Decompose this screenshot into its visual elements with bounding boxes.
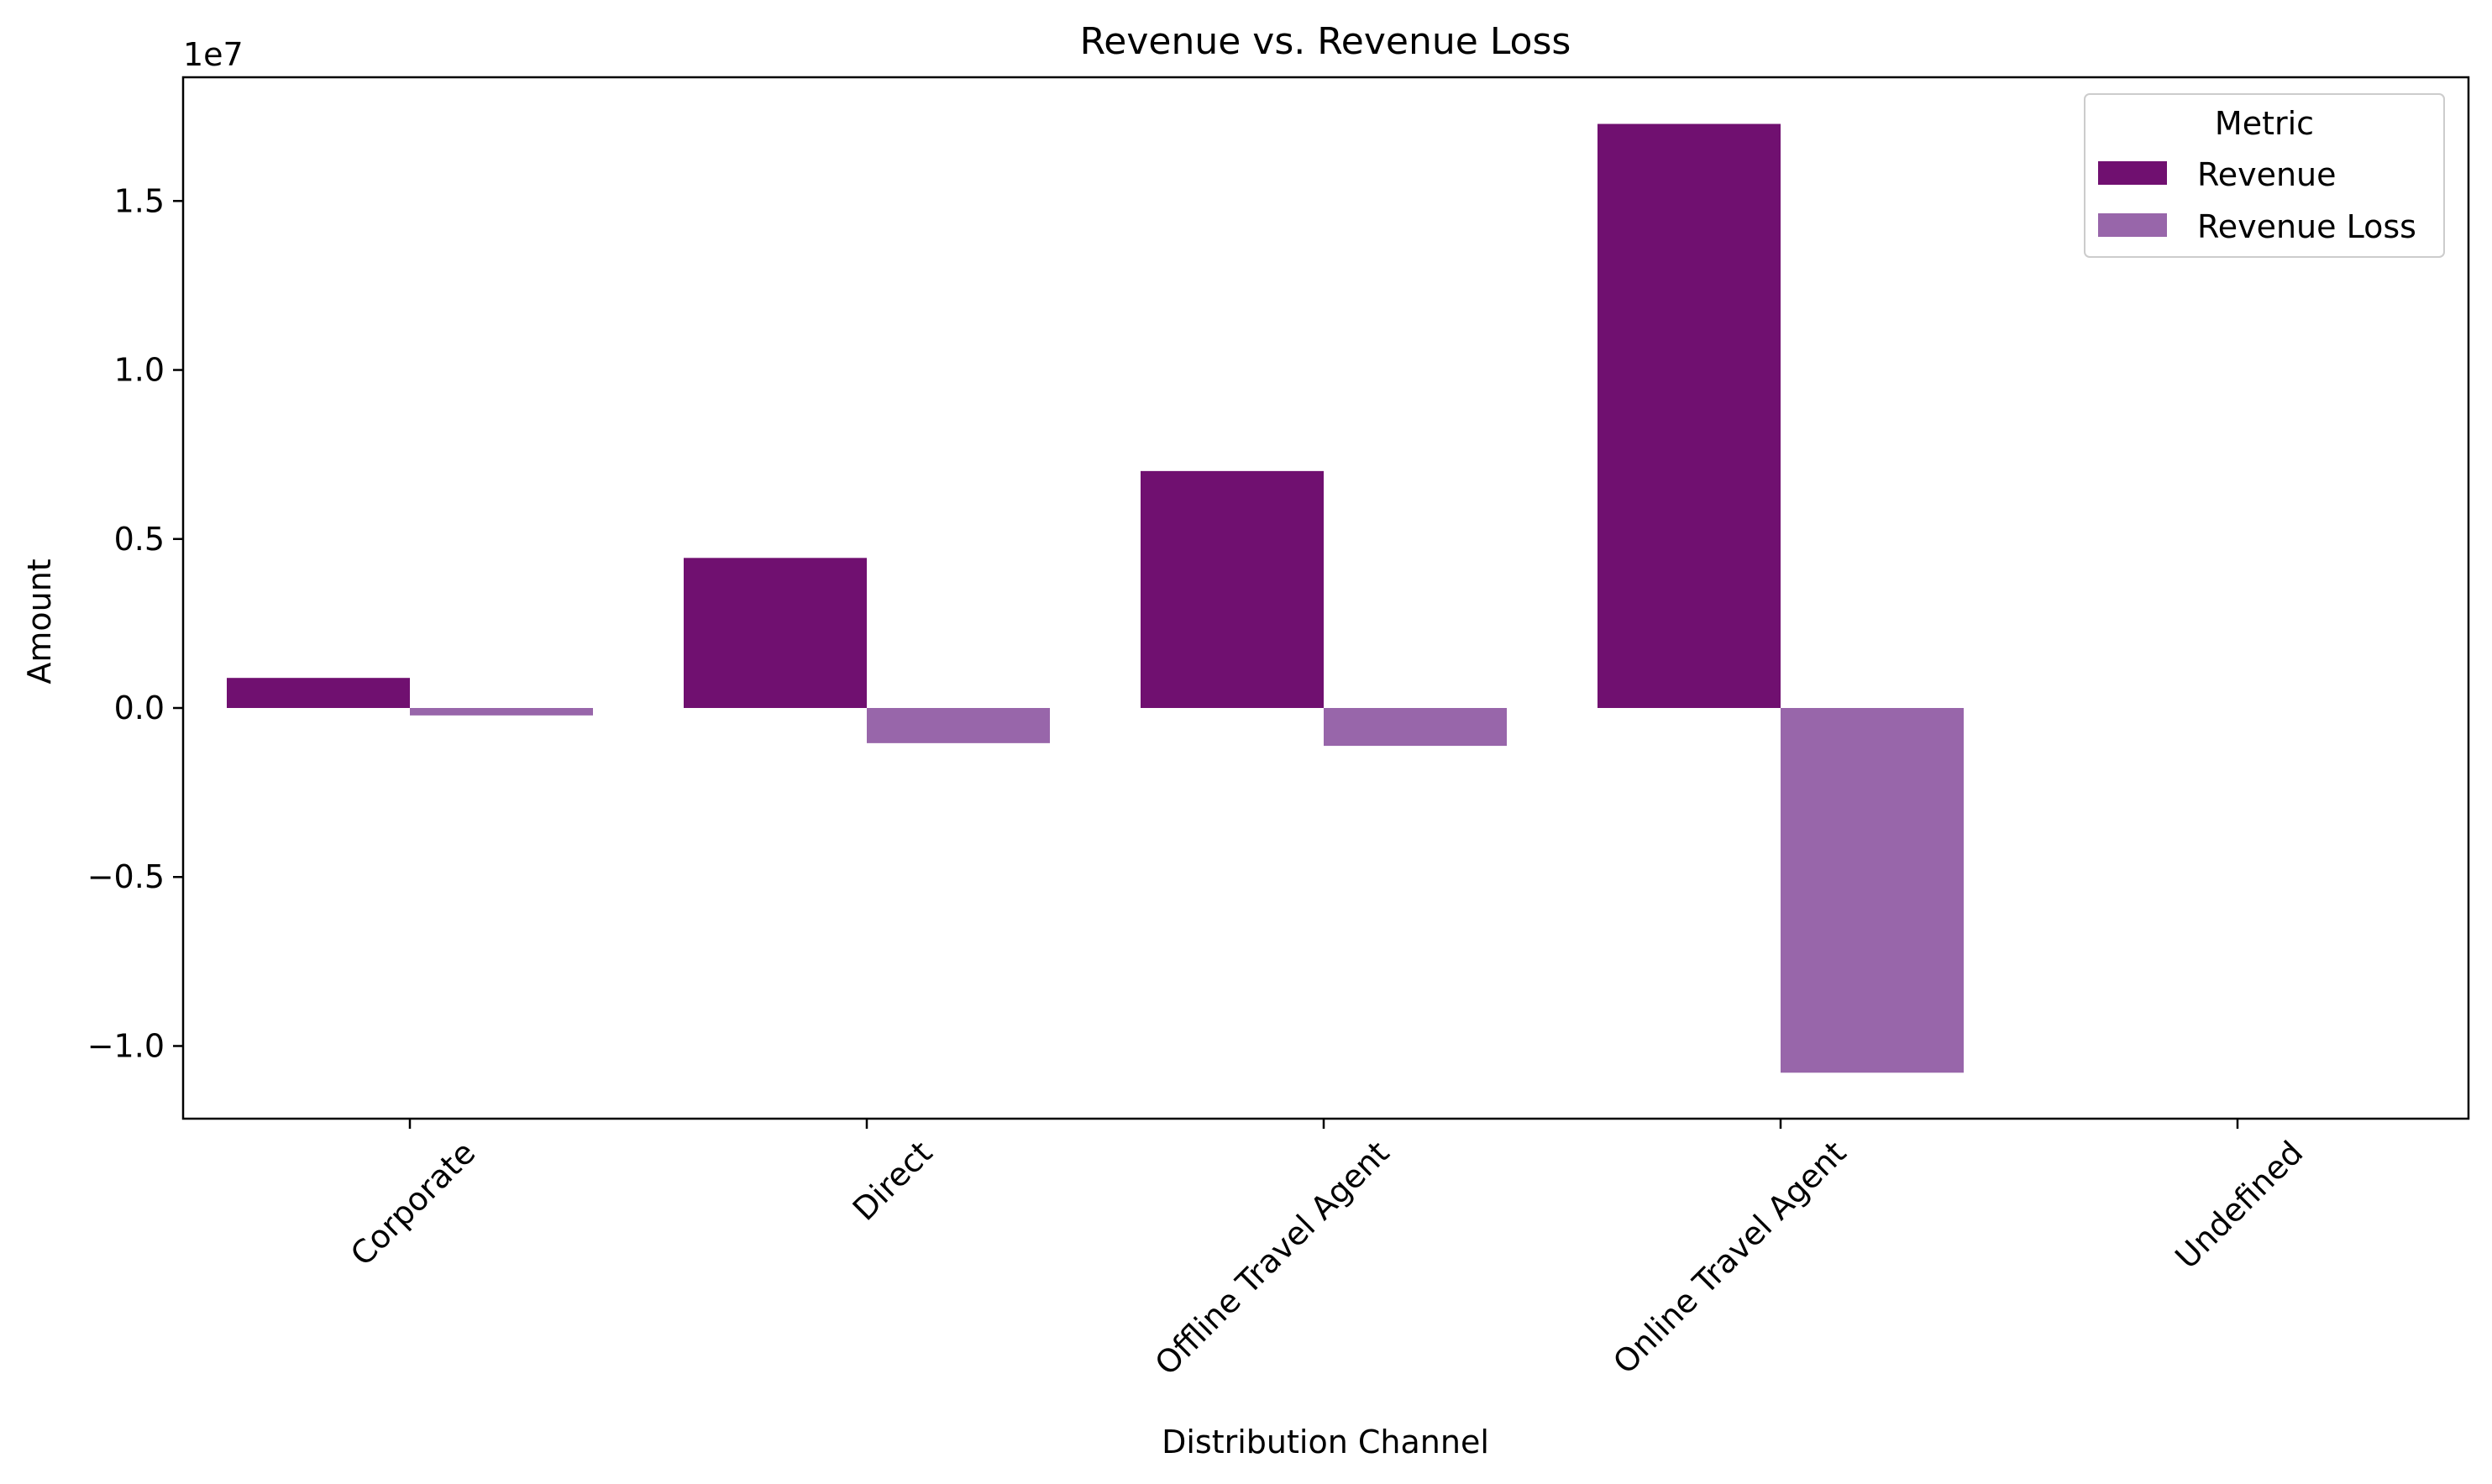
plot-frame — [181, 76, 2470, 1120]
bar-revenue-offline-travel-agent — [1141, 470, 1324, 709]
bar-revenue-loss-online-travel-agent — [1781, 708, 1964, 1073]
y-offset-label: 1e7 — [183, 36, 244, 73]
bar-revenue-online-travel-agent — [1598, 123, 1781, 709]
legend-label-revenue: Revenue — [2197, 156, 2337, 193]
y-tick-label: 0.0 — [114, 690, 165, 726]
y-ticks-group: −1.0 −0.5 0.0 0.5 1.0 1.5 — [87, 182, 183, 1064]
bar-revenue-loss-offline-travel-agent — [1324, 708, 1507, 747]
bar-revenue-loss-direct — [867, 708, 1050, 743]
bar-revenue-corporate — [227, 678, 410, 709]
y-axis-label: Amount — [21, 558, 58, 684]
legend: Metric Revenue Revenue Loss — [2084, 93, 2445, 258]
legend-title: Metric — [2215, 105, 2314, 142]
bar-revenue-loss-corporate — [410, 708, 593, 716]
y-tick-label: 0.5 — [114, 521, 165, 558]
legend-box — [2084, 93, 2445, 258]
bars-group — [227, 123, 1964, 1073]
y-tick-label: −1.0 — [87, 1027, 165, 1064]
bar-revenue-direct — [684, 558, 867, 709]
legend-swatch-revenue-loss — [2098, 213, 2167, 237]
legend-swatch-revenue — [2098, 161, 2167, 185]
chart-title: Revenue vs. Revenue Loss — [1080, 20, 1571, 63]
y-tick-label: 1.5 — [114, 182, 165, 219]
y-tick-label: 1.0 — [114, 352, 165, 389]
y-tick-label: −0.5 — [87, 858, 165, 895]
x-axis-label: Distribution Channel — [1162, 1424, 1489, 1460]
legend-label-revenue-loss: Revenue Loss — [2197, 208, 2416, 245]
